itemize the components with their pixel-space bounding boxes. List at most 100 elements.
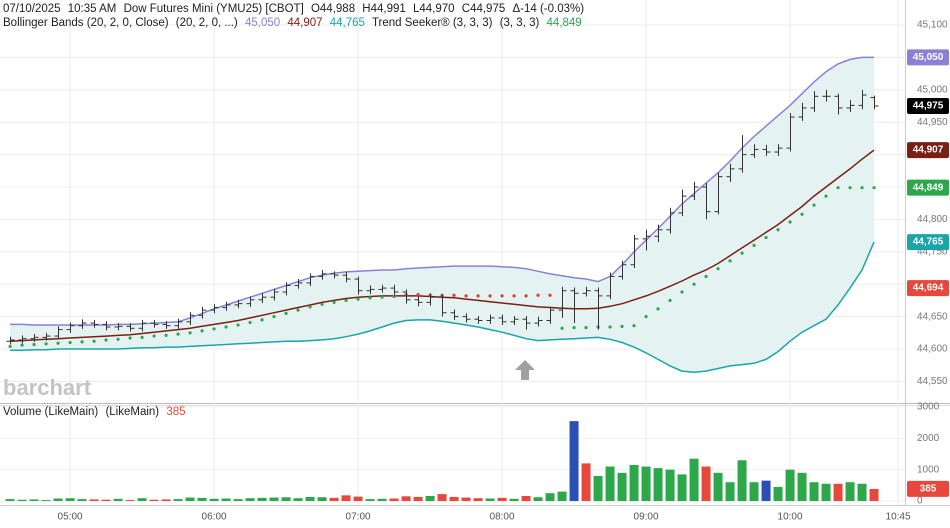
volume-tag bbox=[907, 480, 949, 497]
volume-tag-label: 385 bbox=[920, 484, 937, 495]
change: Δ-14 (-0.03%) bbox=[512, 3, 585, 15]
volume-bar bbox=[341, 495, 351, 501]
trend-seeker-dot bbox=[116, 337, 120, 341]
volume-bar bbox=[701, 466, 711, 501]
trend-seeker-dot bbox=[20, 343, 24, 347]
trend-seeker-dot bbox=[464, 294, 468, 298]
volume-bar bbox=[581, 463, 591, 501]
volume-bar bbox=[257, 497, 267, 501]
volume-bar bbox=[617, 472, 627, 501]
trend-seeker-dot bbox=[416, 292, 420, 297]
trend-seeker-dot bbox=[620, 324, 624, 328]
trend-seeker-dot bbox=[680, 290, 684, 294]
trend-seeker-dot bbox=[524, 294, 528, 298]
trend-seeker-dot bbox=[812, 203, 816, 207]
y-tick-label: 44,600 bbox=[917, 344, 948, 355]
indicator-name: Bollinger Bands (20, 2, 0, Close) bbox=[3, 17, 169, 29]
volume-bar bbox=[749, 482, 759, 501]
trend-seeker-dot bbox=[44, 342, 48, 346]
volume-bar bbox=[365, 499, 375, 501]
volume-bar bbox=[113, 498, 123, 501]
trend-seeker-dot bbox=[176, 332, 180, 336]
price-tag-label: 44,694 bbox=[913, 283, 944, 294]
trend-seeker-dot bbox=[152, 334, 156, 338]
trend-seeker-dot bbox=[692, 282, 696, 286]
volume-bar bbox=[533, 497, 543, 501]
volume-bar bbox=[89, 499, 99, 501]
trend-seeker-dot bbox=[56, 341, 60, 345]
volume-bar bbox=[737, 460, 747, 501]
x-tick-label: 06:00 bbox=[202, 512, 227, 523]
trend-seeker-dot bbox=[260, 318, 264, 322]
volume-bar bbox=[521, 495, 531, 501]
trend-seeker-dot bbox=[32, 342, 36, 347]
price-tag-label: 44,765 bbox=[913, 237, 944, 248]
volume-bar bbox=[329, 497, 339, 501]
trend-seeker-dot bbox=[836, 186, 840, 190]
volume-bar bbox=[149, 499, 159, 501]
y-tick-label: 45,000 bbox=[917, 84, 948, 95]
volume-bar bbox=[269, 497, 279, 501]
price-tag bbox=[907, 179, 949, 196]
trend-seeker-dot bbox=[236, 323, 240, 327]
volume-bar bbox=[377, 498, 387, 501]
trend-seeker-dot bbox=[776, 228, 780, 232]
volume-bar bbox=[725, 482, 735, 501]
volume-bar bbox=[821, 483, 831, 501]
trend-seeker-dot bbox=[68, 340, 72, 345]
volume-bar bbox=[653, 468, 663, 501]
trend-seeker-dot bbox=[608, 325, 612, 329]
trend-seeker-dot bbox=[284, 311, 288, 315]
volume-bar bbox=[401, 496, 411, 501]
y-tick-label: 45,100 bbox=[917, 20, 948, 31]
volume-bar bbox=[857, 483, 867, 501]
trend-seeker-dot bbox=[356, 297, 360, 301]
indicator-name: Trend Seeker® (3, 3, 3) bbox=[371, 17, 493, 29]
trend-seeker-dot bbox=[572, 326, 576, 330]
volume-bar bbox=[41, 500, 51, 501]
trend-seeker-dot bbox=[800, 212, 804, 216]
volume-bar bbox=[281, 497, 291, 501]
x-tick-label: 07:00 bbox=[346, 512, 371, 523]
volume-bar bbox=[797, 472, 807, 501]
trend-seeker-dot bbox=[488, 294, 492, 298]
y-tick-label: 44,750 bbox=[917, 246, 948, 257]
legend-value: 45,050 bbox=[244, 17, 281, 29]
bollinger-lower bbox=[10, 241, 875, 374]
volume-bar bbox=[17, 499, 27, 501]
trend-seeker-dot bbox=[632, 324, 636, 328]
close: C44,975 bbox=[461, 3, 506, 15]
trend-seeker-dot bbox=[788, 220, 792, 224]
trend-seeker-dot bbox=[128, 336, 132, 340]
volume-bar bbox=[173, 499, 183, 501]
trend-seeker-dot bbox=[560, 326, 564, 330]
y-tick-label: 44,800 bbox=[917, 214, 948, 225]
volume-bar bbox=[137, 498, 147, 501]
volume-bar bbox=[245, 498, 255, 501]
volume-bar bbox=[509, 498, 519, 501]
legend-value: 44,849 bbox=[546, 17, 582, 29]
volume-bar bbox=[845, 482, 855, 501]
volume-bar bbox=[77, 499, 87, 501]
volume-bar bbox=[689, 458, 699, 501]
volume-bar bbox=[437, 494, 447, 501]
volume-bar bbox=[713, 472, 723, 501]
volume-bar bbox=[557, 491, 567, 501]
volume-bar bbox=[809, 482, 819, 501]
volume-bar bbox=[353, 496, 363, 501]
volume-bar bbox=[629, 464, 639, 501]
trend-seeker-dot bbox=[212, 327, 216, 331]
trend-seeker-dot bbox=[344, 298, 348, 303]
volume-bar bbox=[785, 469, 795, 501]
volume-bar bbox=[5, 499, 15, 501]
price-tag-label: 44,975 bbox=[913, 101, 944, 112]
legend-value: 44,765 bbox=[329, 17, 365, 29]
volume-bar bbox=[125, 500, 135, 501]
legend-value: 385 bbox=[166, 406, 186, 418]
price-tag-label: 45,050 bbox=[913, 52, 944, 63]
volume-bar bbox=[161, 499, 171, 501]
trend-seeker-dot bbox=[104, 338, 108, 342]
volume-bar bbox=[473, 498, 483, 501]
